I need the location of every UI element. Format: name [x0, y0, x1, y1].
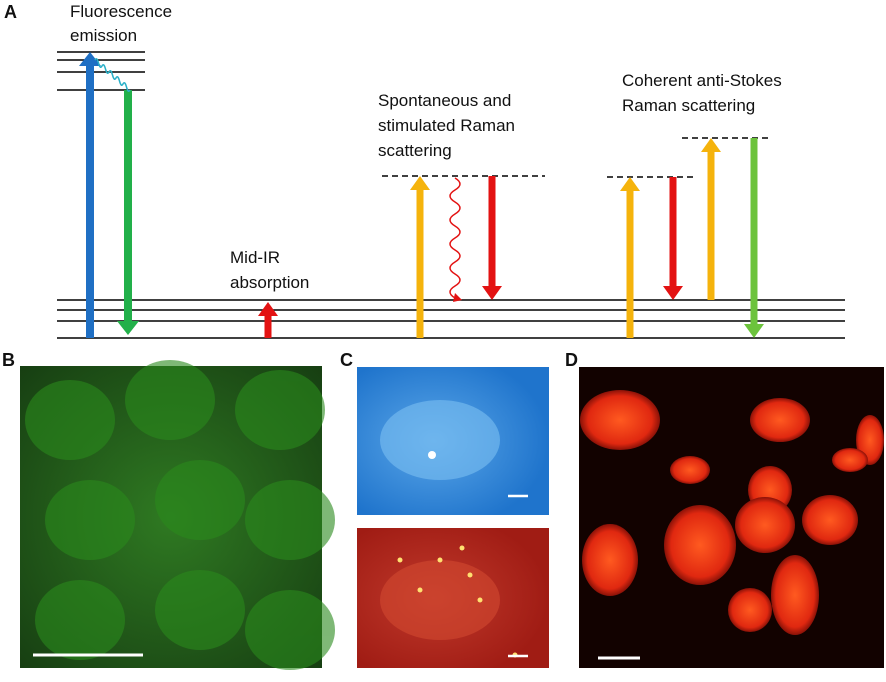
arrow-head [663, 286, 683, 300]
cell [25, 380, 115, 460]
arrow-head [258, 302, 278, 316]
panel-label: A [4, 2, 17, 22]
cells [25, 360, 335, 670]
label: Fluorescence [70, 2, 172, 21]
cell [670, 456, 710, 484]
label: absorption [230, 273, 309, 292]
energy-diagram [57, 51, 845, 339]
spot [417, 587, 423, 593]
cell [155, 570, 245, 650]
label: scattering [378, 141, 452, 160]
spot [459, 545, 465, 551]
cell [245, 480, 335, 560]
spot [477, 597, 483, 603]
cell [235, 370, 325, 450]
cell [771, 555, 819, 635]
cell [580, 390, 660, 450]
cell [45, 480, 135, 560]
cells [580, 390, 884, 635]
cell [735, 497, 795, 553]
cell [728, 588, 772, 632]
spot [397, 557, 403, 563]
cell [245, 590, 335, 670]
label: Spontaneous and [378, 91, 511, 110]
label: Mid-IR [230, 248, 280, 267]
arrow-head [620, 177, 640, 191]
bright-spot [428, 451, 436, 459]
arrow-head [482, 286, 502, 300]
cell [750, 398, 810, 442]
cell [664, 505, 736, 585]
cell [832, 448, 868, 472]
arrow-head [453, 293, 462, 302]
arrow-head [701, 138, 721, 152]
panel-label: C [340, 350, 353, 370]
cell [802, 495, 858, 545]
label: stimulated Raman [378, 116, 515, 135]
label: Raman scattering [622, 96, 755, 115]
wavy-scattering [449, 177, 461, 299]
arrow-head [79, 52, 101, 66]
spot [437, 557, 443, 563]
label: Coherent anti-Stokes [622, 71, 782, 90]
arrow-head [744, 324, 764, 338]
cell [155, 460, 245, 540]
cell [125, 360, 215, 440]
cell [582, 524, 638, 596]
panel-label: D [565, 350, 578, 370]
arrow-head [410, 176, 430, 190]
cell [35, 580, 125, 660]
arrow-head [117, 321, 139, 335]
wavy-relaxation [94, 58, 131, 92]
panel-label: B [2, 350, 15, 370]
cell [380, 400, 500, 480]
spot [467, 572, 473, 578]
label: emission [70, 26, 137, 45]
cell [380, 560, 500, 640]
spots [397, 545, 518, 658]
